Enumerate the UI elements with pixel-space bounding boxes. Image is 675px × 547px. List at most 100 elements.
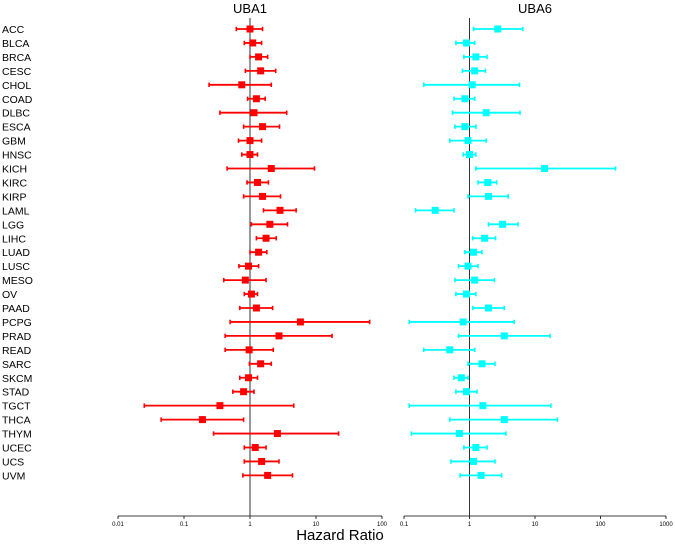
category-label-tgct: TGCT [2,401,31,413]
category-label-cesc: CESC [2,66,32,78]
category-label-kich: KICH [2,164,27,176]
hr-point-thca [198,416,206,424]
hr-point-kirp [484,192,492,200]
hr-point-prad [275,332,283,340]
x-tick-label: 10 [532,522,539,528]
category-label-ucec: UCEC [2,443,32,455]
hr-point-luad [255,248,263,256]
hr-point-hnsc [246,151,254,159]
hr-point-acc [246,25,254,33]
hr-point-paad [484,304,492,312]
category-label-laml: LAML [2,205,30,217]
hr-point-cesc [471,67,479,75]
hr-point-sarc [257,360,265,368]
hr-point-ucs [258,457,266,465]
category-label-paad: PAAD [2,303,30,315]
hr-point-coad [461,95,469,103]
category-label-brca: BRCA [2,52,31,64]
x-tick-label: 0.01 [112,522,124,528]
hr-point-lihc [262,234,270,242]
category-label-thym: THYM [2,429,32,441]
hr-point-luad [469,248,477,256]
x-tick-label: 100 [595,522,606,528]
hr-point-kich [267,165,275,172]
x-tick-label: 1000 [659,522,673,528]
panel-uba1: UBA1 0.01 0.1 1 10 100 [112,1,388,528]
category-label-lihc: LIHC [2,233,26,245]
category-label-lgg: LGG [2,219,24,231]
hr-point-blca [463,39,471,47]
category-label-coad: COAD [2,94,33,106]
category-label-thca: THCA [2,415,31,427]
category-label-ucs: UCS [2,456,24,468]
hr-point-brca [255,53,263,61]
hr-point-lgg [499,220,507,228]
category-label-uvm: UVM [2,470,25,482]
hr-point-tgct [216,402,224,410]
hr-point-lusc [245,262,253,270]
hr-point-skcm [245,374,253,382]
hr-point-brca [472,53,480,61]
hr-point-kirc [254,178,262,186]
x-tick-label: 10 [313,522,320,528]
hr-point-thym [455,430,463,438]
hr-point-ucec [251,444,259,451]
hr-point-pcpg [296,318,304,326]
hr-point-meso [241,276,249,284]
x-tick-label: 0.1 [180,522,189,528]
hr-point-tgct [479,402,487,410]
category-label-luad: LUAD [2,247,30,259]
hr-point-ucs [469,457,477,465]
category-label-blca: BLCA [2,38,29,50]
x-tick-label: 1 [248,522,252,528]
hr-point-uvm [264,471,272,479]
hr-point-laml [276,206,284,214]
category-label-meso: MESO [2,275,33,287]
hr-point-chol [238,81,246,89]
x-tick-label: 0.1 [400,522,409,528]
hr-point-pcpg [459,318,467,326]
hr-point-skcm [457,374,465,382]
category-label-prad: PRAD [2,331,32,343]
hr-point-sarc [478,360,486,368]
category-label-ov: OV [2,289,17,301]
hr-point-thca [500,416,508,424]
category-label-hnsc: HNSC [2,150,32,162]
x-tick-label: 100 [377,522,388,528]
category-label-read: READ [2,345,32,357]
hr-point-hnsc [466,151,473,159]
category-label-pcpg: PCPG [2,317,32,329]
hr-point-dlbc [250,109,258,117]
hr-point-laml [431,206,439,214]
hr-point-dlbc [482,109,490,117]
hr-point-esca [259,123,267,131]
hr-point-lihc [481,234,489,242]
panel-uba6: UBA6 0.1 1 10 100 1000 [400,1,674,528]
hr-point-paad [252,304,260,312]
panel-title-uba6: UBA6 [518,1,552,16]
hr-point-prad [500,332,508,340]
hr-point-coad [252,95,260,103]
category-label-kirp: KIRP [2,191,27,203]
category-label-esca: ESCA [2,122,31,134]
panel-title-uba1: UBA1 [233,1,267,16]
x-axis-title: Hazard Ratio [296,527,384,544]
x-tick-label: 1 [468,522,472,528]
hr-point-acc [494,25,502,33]
hr-point-meso [471,276,479,284]
hr-point-cesc [257,67,265,75]
hr-point-lgg [266,220,274,228]
hr-point-read [446,346,454,354]
category-label-acc: ACC [2,24,25,36]
hr-point-ucec [472,444,480,451]
category-labels: ACC BLCA BRCA CESC CHOL COAD DLBC ESCA GBM HNSC KI… [2,24,33,482]
hr-point-chol [468,81,476,89]
hr-point-ov [247,290,255,298]
hr-point-kirp [259,192,267,200]
hr-point-uvm [477,471,485,479]
hr-point-kich [541,165,549,172]
category-label-gbm: GBM [2,136,26,148]
hr-point-kirc [484,178,492,186]
hr-point-read [245,346,253,354]
